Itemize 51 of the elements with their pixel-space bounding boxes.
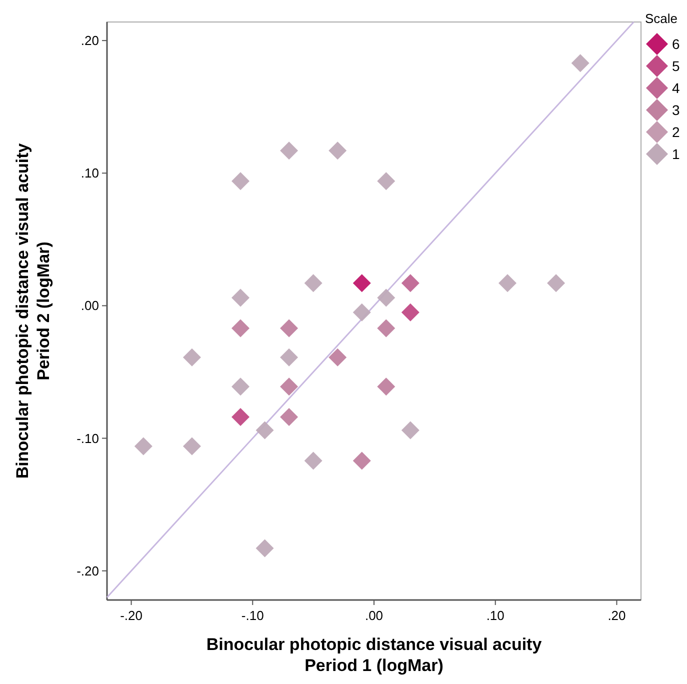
point [328, 142, 347, 160]
point [280, 319, 298, 338]
point [352, 274, 371, 292]
point [377, 378, 396, 396]
point [304, 452, 322, 470]
point [377, 288, 396, 307]
legend-label: 5 [672, 58, 680, 74]
point [134, 437, 152, 456]
point [547, 274, 566, 292]
point [280, 348, 298, 366]
y-tick-label: .20 [80, 33, 99, 48]
point [498, 274, 516, 292]
point [401, 274, 420, 292]
point [352, 452, 371, 470]
point [377, 172, 396, 190]
point [256, 421, 274, 440]
legend-label: 3 [672, 102, 680, 118]
point [182, 348, 201, 366]
point [232, 319, 250, 338]
x-tick-label: .00 [364, 608, 384, 623]
y-tick-label: .00 [80, 298, 99, 314]
point [232, 378, 250, 396]
y-tick-label: -.20 [76, 563, 99, 578]
point [304, 274, 322, 292]
point [328, 348, 347, 366]
point [377, 319, 396, 338]
legend-title: Scale [645, 11, 678, 26]
point [401, 303, 420, 322]
legend-label: 6 [672, 36, 680, 52]
point [232, 408, 250, 426]
point [232, 172, 250, 190]
y-axis-title: Binocular photopic distance visual acuity Period 2 (logMar) [13, 142, 53, 479]
y-tick-label: .10 [80, 166, 99, 181]
point [182, 437, 201, 456]
point [571, 54, 590, 72]
point [280, 378, 298, 396]
point [280, 408, 298, 426]
x-tick-label: .20 [608, 608, 626, 623]
x-tick-label: .10 [486, 608, 504, 623]
point [232, 288, 250, 307]
point [352, 303, 371, 322]
point [256, 539, 274, 558]
x-tick-label: -.10 [241, 608, 264, 623]
legend-label: 1 [672, 146, 680, 162]
x-axis-title: Binocular photopic distance visual acuity Period 1 (logMar) [206, 635, 542, 675]
x-tick-label: -.20 [120, 608, 142, 623]
y-tick-label: -.10 [76, 430, 99, 446]
legend-label: 2 [672, 124, 680, 140]
point [401, 421, 420, 440]
legend-label: 4 [672, 80, 680, 96]
point [280, 142, 298, 160]
